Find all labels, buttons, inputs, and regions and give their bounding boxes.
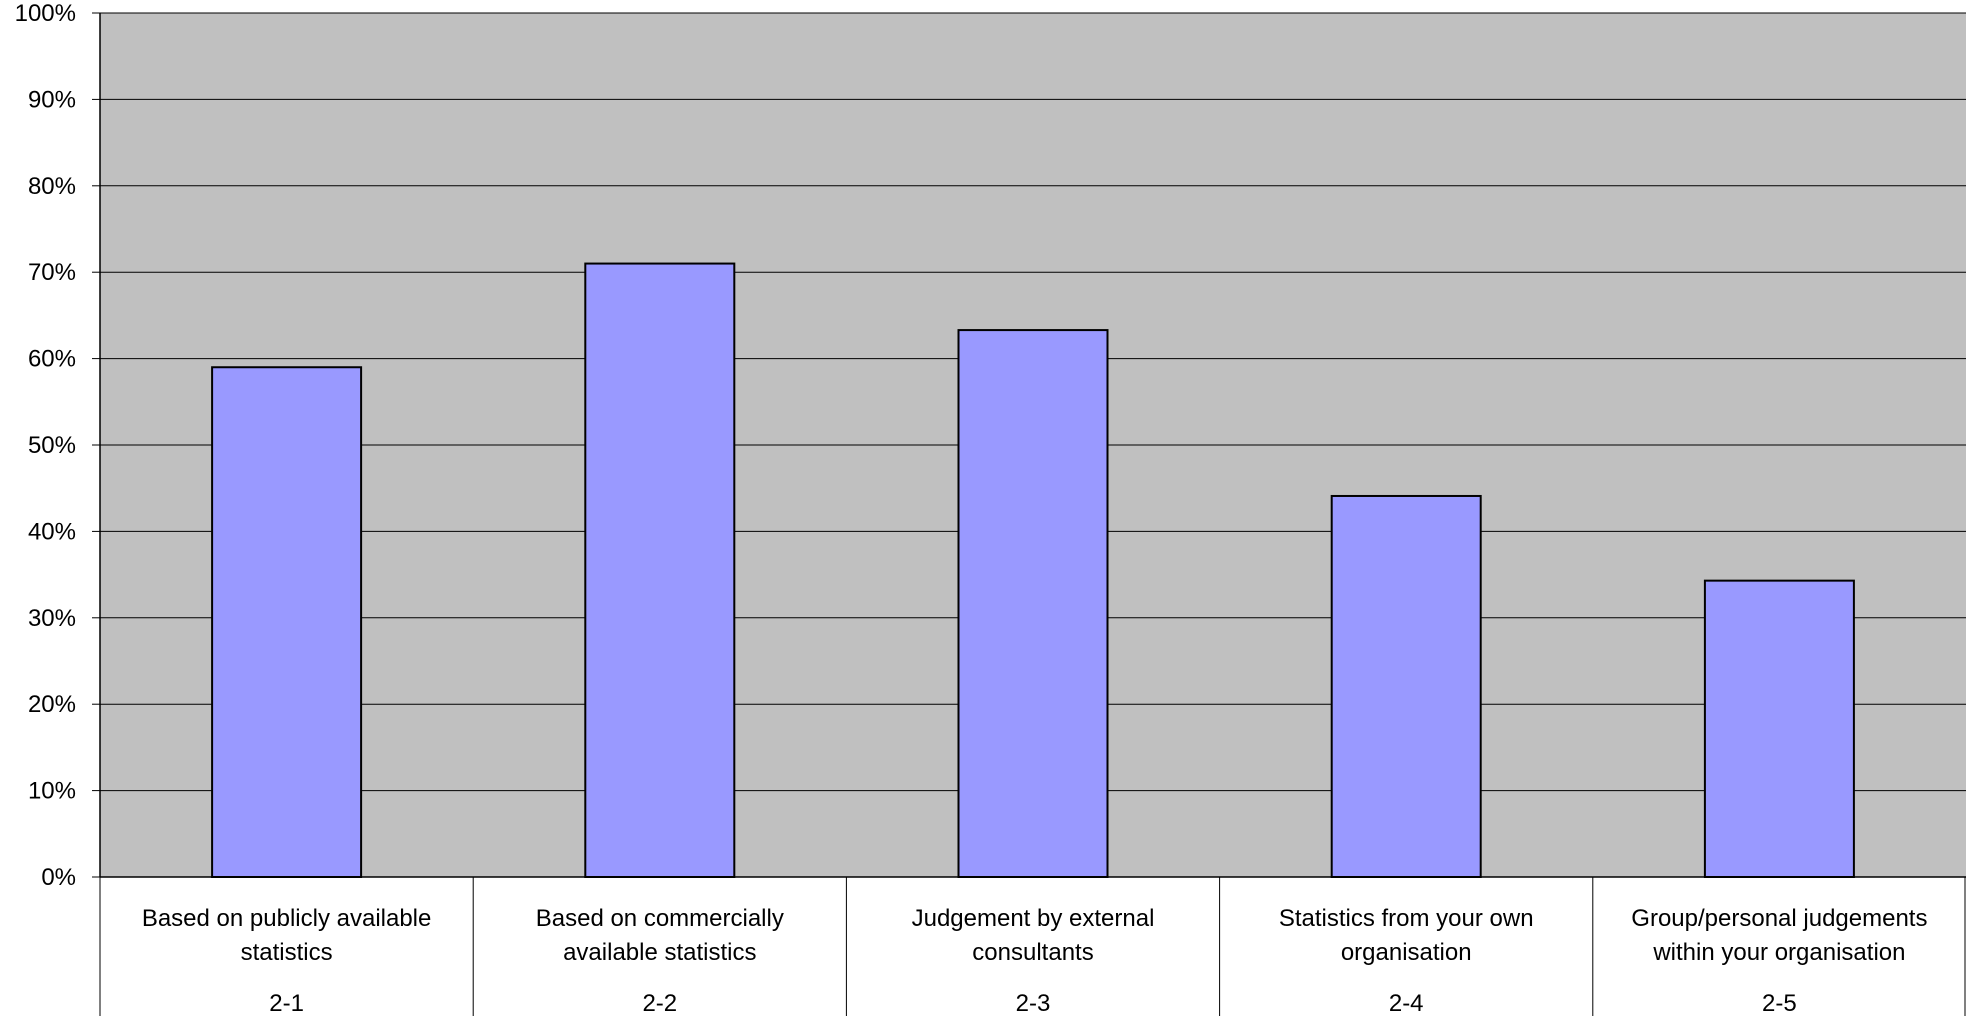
x-category-label: Statistics from your own organisation — [1279, 905, 1534, 966]
y-tick-label: 20% — [28, 691, 76, 718]
y-tick-label: 70% — [28, 259, 76, 286]
bars — [211, 262, 1855, 878]
y-tick-label: 80% — [28, 173, 76, 200]
bar — [584, 262, 736, 878]
y-tick-label: 60% — [28, 346, 76, 373]
bar — [957, 329, 1109, 878]
x-category-code: 2-4 — [1389, 990, 1424, 1017]
y-tick-label: 30% — [28, 605, 76, 632]
x-axis-category-labels: Based on publicly available statistics 2-1… — [142, 905, 1928, 1017]
x-category-code: 2-5 — [1762, 990, 1797, 1017]
x-category-label: Judgement by external consultants — [912, 905, 1155, 966]
x-category-label: Based on publicly available statistics — [142, 905, 432, 966]
x-category-label: Group/personal judgements within your org… — [1631, 905, 1927, 966]
x-category-code: 2-3 — [1016, 990, 1051, 1017]
y-tick-label: 10% — [28, 778, 76, 805]
axes — [99, 13, 1966, 1016]
x-category-code: 2-1 — [269, 990, 304, 1017]
y-tick-label: 90% — [28, 86, 76, 113]
y-axis-tick-labels: 0% 10% 20% 30% 40% 50% 60% 70% 80% 90% 100% — [15, 0, 100, 891]
bar — [1703, 579, 1855, 878]
x-category-label: Based on commercially available statistic… — [536, 905, 784, 966]
x-category-code: 2-2 — [642, 990, 677, 1017]
y-tick-label: 0% — [41, 864, 76, 891]
bar — [1330, 494, 1482, 878]
y-tick-label: 50% — [28, 432, 76, 459]
bar — [211, 366, 363, 878]
y-tick-label: 40% — [28, 518, 76, 545]
y-tick-label: 100% — [15, 0, 76, 27]
